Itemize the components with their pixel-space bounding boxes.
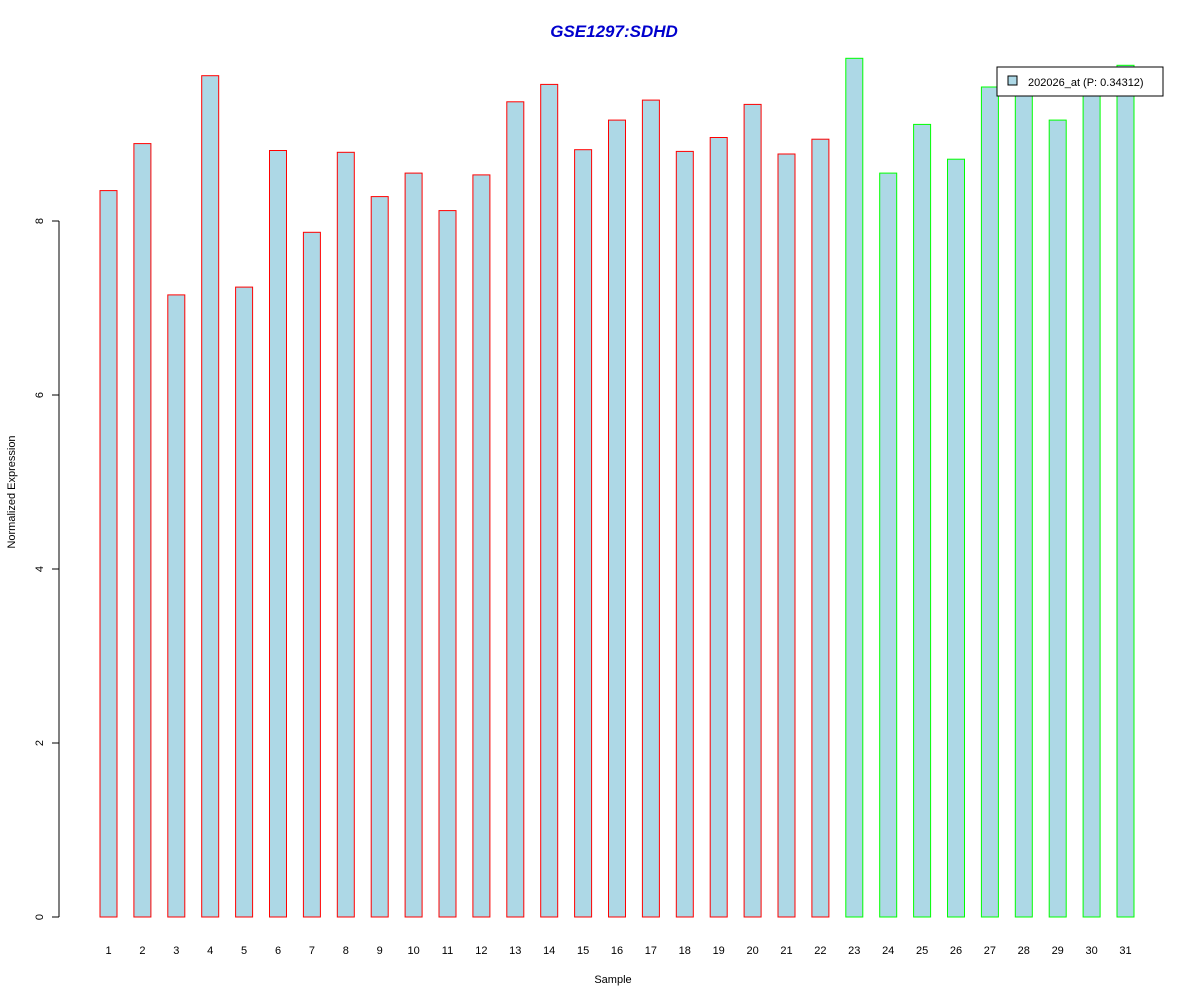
y-axis-label: Normalized Expression xyxy=(6,435,18,548)
bar-sample-5 xyxy=(235,286,254,918)
x-tick-label: 13 xyxy=(509,945,521,957)
x-tick-label: 29 xyxy=(1052,945,1064,957)
legend-swatch xyxy=(1007,75,1018,86)
x-tick-label: 2 xyxy=(139,945,145,957)
bar-sample-13 xyxy=(506,101,525,918)
x-tick-label: 23 xyxy=(848,945,860,957)
bar-sample-8 xyxy=(336,151,355,918)
bar-sample-10 xyxy=(404,172,423,918)
y-tick-label: 2 xyxy=(34,740,46,746)
y-tick-label: 0 xyxy=(34,914,46,920)
bar-sample-2 xyxy=(133,143,152,918)
bar-sample-28 xyxy=(1014,85,1033,918)
bar-sample-26 xyxy=(947,158,965,918)
bar-sample-21 xyxy=(777,153,796,918)
x-tick-label: 6 xyxy=(275,945,281,957)
x-tick-label: 5 xyxy=(241,945,247,957)
x-tick-label: 20 xyxy=(746,945,758,957)
x-tick-label: 12 xyxy=(475,945,487,957)
bar-sample-16 xyxy=(608,119,626,918)
x-tick-label: 31 xyxy=(1119,945,1131,957)
x-tick-label: 28 xyxy=(1018,945,1030,957)
bar-sample-22 xyxy=(811,138,830,918)
x-axis-label: Sample xyxy=(594,974,631,986)
bar-sample-6 xyxy=(269,150,287,918)
bar-sample-7 xyxy=(302,231,321,918)
bar-sample-31 xyxy=(1116,64,1135,918)
x-tick-label: 18 xyxy=(679,945,691,957)
bar-sample-3 xyxy=(167,294,186,918)
y-tick-label: 4 xyxy=(34,566,46,572)
y-tick-label: 8 xyxy=(34,218,46,224)
bars-group xyxy=(99,57,1135,918)
x-tick-labels: 1 2 3 4 5 6 7 8 9 10 11 12 13 14 15 16 17 18 19 20 21 22 23 24 2… xyxy=(105,945,1131,957)
x-tick-label: 14 xyxy=(543,945,555,957)
x-tick-label: 15 xyxy=(577,945,589,957)
chart-title: GSE1297:SDHD xyxy=(550,22,678,41)
legend-box xyxy=(996,66,1164,97)
bar-sample-24 xyxy=(879,172,898,918)
bar-sample-18 xyxy=(675,150,694,918)
bar-sample-27 xyxy=(980,86,999,918)
bar-sample-9 xyxy=(370,196,389,918)
legend-label: 202026_at (P: 0.34312) xyxy=(1028,77,1144,89)
x-tick-label: 10 xyxy=(407,945,419,957)
x-tick-label: 21 xyxy=(780,945,792,957)
x-tick-label: 3 xyxy=(173,945,179,957)
bar-sample-20 xyxy=(743,103,762,918)
x-tick-label: 16 xyxy=(611,945,623,957)
x-tick-label: 11 xyxy=(442,945,453,957)
bar-sample-19 xyxy=(709,137,728,918)
legend: 202026_at (P: 0.34312) xyxy=(996,66,1164,97)
y-axis: 0 2 4 6 8 xyxy=(34,218,60,920)
y-tick-label: 6 xyxy=(34,392,46,398)
x-tick-label: 19 xyxy=(713,945,725,957)
x-tick-label: 17 xyxy=(645,945,657,957)
bar-sample-12 xyxy=(472,174,491,918)
x-tick-label: 9 xyxy=(377,945,383,957)
bar-sample-14 xyxy=(540,83,559,918)
bar-sample-25 xyxy=(913,123,932,918)
bar-sample-11 xyxy=(438,210,457,918)
x-tick-label: 7 xyxy=(309,945,315,957)
bar-sample-29 xyxy=(1048,119,1067,918)
x-tick-label: 22 xyxy=(814,945,826,957)
x-tick-label: 8 xyxy=(343,945,349,957)
x-tick-label: 1 xyxy=(105,945,111,957)
bar-sample-23 xyxy=(845,57,864,918)
bar-sample-30 xyxy=(1082,81,1101,918)
x-tick-label: 25 xyxy=(916,945,928,957)
x-tick-label: 26 xyxy=(950,945,962,957)
bar-sample-17 xyxy=(641,99,660,918)
bar-sample-15 xyxy=(574,149,593,918)
x-tick-label: 27 xyxy=(984,945,996,957)
bar-sample-4 xyxy=(201,75,220,918)
bar-sample-1 xyxy=(99,190,118,918)
x-tick-label: 24 xyxy=(882,945,894,957)
x-tick-label: 4 xyxy=(207,945,213,957)
x-tick-label: 30 xyxy=(1085,945,1097,957)
